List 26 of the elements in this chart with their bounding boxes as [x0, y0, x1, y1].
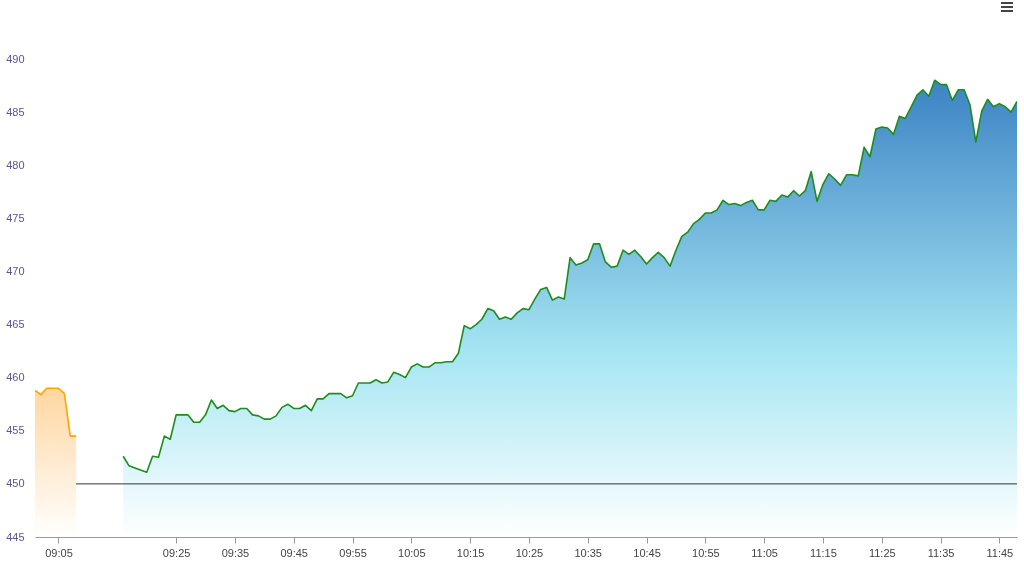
x-tick-label: 11:05 — [751, 546, 778, 559]
x-tick-label: 10:25 — [515, 546, 544, 559]
x-tick-label: 10:55 — [692, 546, 720, 559]
x-tick-label: 11:25 — [868, 546, 896, 559]
x-tick-label: 09:55 — [339, 546, 367, 559]
x-tick-label: 10:15 — [456, 546, 485, 559]
x-tick-label: 09:45 — [280, 546, 308, 559]
y-tick-label: 455 — [6, 424, 25, 437]
x-tick-label: 09:25 — [162, 546, 191, 559]
y-tick-label: 490 — [6, 52, 25, 65]
x-tick-label: 11:35 — [927, 546, 955, 559]
y-tick-label: 470 — [6, 264, 25, 277]
y-tick-label: 475 — [6, 211, 25, 224]
x-tick-label: 10:45 — [633, 546, 661, 559]
x-tick-label: 11:45 — [986, 546, 1014, 559]
x-tick-label: 09:05 — [45, 546, 73, 559]
x-tick-label: 10:05 — [398, 546, 426, 559]
x-tick-label: 09:35 — [221, 546, 250, 559]
y-tick-label: 465 — [6, 318, 25, 331]
y-tick-label: 485 — [6, 105, 25, 118]
x-tick-label: 11:15 — [810, 546, 837, 559]
y-tick-label: 460 — [6, 371, 25, 384]
y-tick-label: 445 — [6, 530, 25, 543]
y-tick-label: 480 — [6, 158, 25, 171]
y-tick-label: 450 — [6, 477, 25, 490]
x-tick-label: 10:35 — [574, 546, 602, 559]
